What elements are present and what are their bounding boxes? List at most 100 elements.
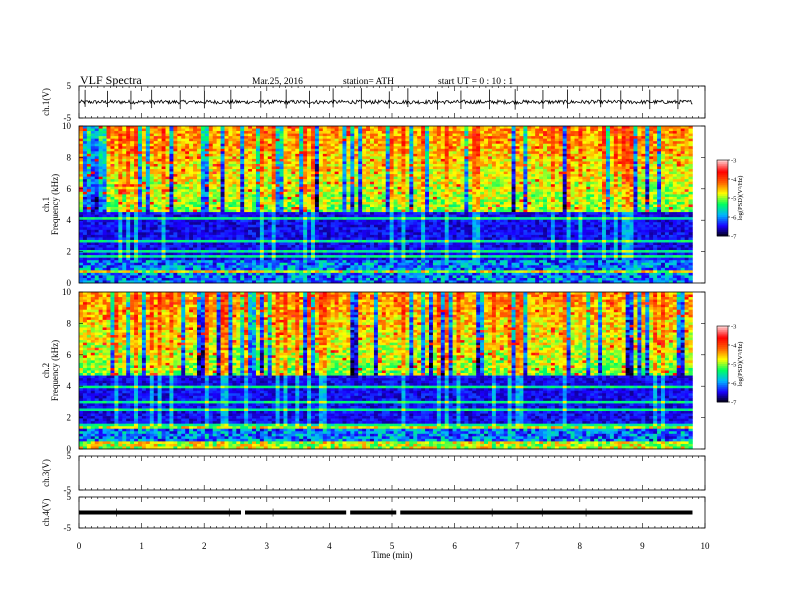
spectrogram-cell <box>381 126 387 129</box>
spectrogram-cell <box>472 199 477 203</box>
spectrogram-cell <box>436 163 442 167</box>
spectrogram-cell <box>653 133 658 137</box>
spectrogram-cell <box>586 161 591 165</box>
spectrogram-cell <box>664 128 670 132</box>
spectrogram-cell <box>668 184 674 188</box>
spectrogram-cell <box>232 138 237 142</box>
spectrogram-cell <box>523 196 528 200</box>
spectrogram-cell <box>303 153 308 157</box>
spectrogram-cell <box>661 148 666 152</box>
spectrogram-cell <box>181 148 186 152</box>
spectrogram-cell <box>385 156 390 160</box>
spectrogram-cell <box>350 196 355 200</box>
spectrogram-cell <box>326 166 331 170</box>
spectrogram-cell <box>342 138 347 142</box>
spectrogram-cell <box>397 186 402 190</box>
spectrogram-cell <box>664 133 670 137</box>
spectrogram-cell <box>232 158 237 162</box>
spectrogram-cell <box>421 141 426 145</box>
spectrogram-cell <box>110 176 115 180</box>
spectrogram-cell <box>330 151 335 155</box>
spectrogram-cell <box>354 199 359 203</box>
spectrogram-cell <box>539 136 544 139</box>
spectrogram-cell <box>204 151 210 155</box>
spectrogram-cell <box>366 191 371 195</box>
spectrogram-cell <box>507 179 512 183</box>
spectrogram-cell <box>664 156 670 160</box>
spectrogram-cell <box>185 194 190 198</box>
spectrogram-cell <box>637 126 642 129</box>
spectrogram-cell <box>519 163 524 167</box>
spectrogram-cell <box>452 143 457 147</box>
spectrogram-cell <box>275 151 280 155</box>
spectrogram-cell <box>307 158 312 162</box>
spectrogram-cell <box>98 153 103 157</box>
spectrogram-cell <box>86 186 92 190</box>
spectrogram-cell <box>499 133 505 137</box>
spectrogram-cell <box>629 171 634 175</box>
spectrogram-cell <box>397 161 402 165</box>
spectrogram-cell <box>118 169 123 172</box>
spectrogram-cell <box>334 158 339 162</box>
spectrogram-cell <box>110 184 115 188</box>
spectrogram-cell <box>346 201 351 205</box>
spectrogram-cell <box>79 146 84 150</box>
spectrogram-cell <box>448 131 453 134</box>
spectrogram-cell <box>110 169 115 172</box>
spectrogram-cell <box>519 166 524 170</box>
spectrogram-cell <box>326 194 331 198</box>
spectrogram-cell <box>385 128 390 132</box>
spectrogram-cell <box>491 196 497 200</box>
spectrogram-cell <box>664 196 670 200</box>
spectrogram-cell <box>535 131 540 134</box>
spectrogram-cell <box>676 166 681 170</box>
spectrogram-cell <box>299 143 304 147</box>
spectrogram-cell <box>499 189 505 193</box>
spectrogram-cell <box>409 131 414 134</box>
spectrogram-cell <box>602 166 607 170</box>
spectrogram-cell <box>318 176 324 180</box>
spectrogram-cell <box>649 174 654 177</box>
spectrogram-cell <box>216 161 221 165</box>
spectrogram-cell <box>366 189 371 193</box>
spectrogram-cell <box>291 133 296 137</box>
spectrogram-cell <box>287 179 292 183</box>
spectrogram-cell <box>381 176 387 180</box>
spectrogram-cell <box>476 161 481 165</box>
spectrogram-cell <box>405 138 410 142</box>
spectrogram-cell <box>511 153 516 157</box>
spectrogram-cell <box>554 153 560 157</box>
spectrogram-cell <box>535 174 540 177</box>
spectrogram-cell <box>165 143 170 147</box>
spectrogram-cell <box>350 153 355 157</box>
spectrogram-cell <box>362 169 367 172</box>
spectrogram-cell <box>476 166 481 170</box>
spectrogram-cell <box>519 158 524 162</box>
spectrogram-cell <box>511 148 516 152</box>
spectrogram-cell <box>161 128 166 132</box>
spectrogram-cell <box>578 191 583 195</box>
spectrogram-cell <box>362 143 367 147</box>
spectrogram-cell <box>185 201 190 205</box>
spectrogram-cell <box>664 143 670 147</box>
spectrogram-cell <box>283 161 288 165</box>
spectrogram-cell <box>594 171 599 175</box>
spectrogram-cell <box>110 128 115 132</box>
spectrogram-cell <box>106 131 111 134</box>
spectrogram-cell <box>385 181 390 185</box>
spectrogram-cell <box>141 128 147 132</box>
spectrogram-cell <box>389 181 394 185</box>
spectrogram-cell <box>130 186 135 190</box>
spectrogram-cell <box>145 146 151 150</box>
spectrogram-cell <box>181 176 186 180</box>
spectrogram-cell <box>460 174 465 177</box>
spectrogram-cell <box>208 191 213 195</box>
spectrogram-cell <box>527 196 532 200</box>
spectrogram-cell <box>311 138 316 142</box>
spectrogram-cell <box>617 161 622 165</box>
spectrogram-cell <box>688 191 693 195</box>
spectrogram-cell <box>181 189 186 193</box>
spectrogram-cell <box>342 146 347 150</box>
spectrogram-cell <box>346 181 351 185</box>
spectrogram-cell <box>354 194 359 198</box>
